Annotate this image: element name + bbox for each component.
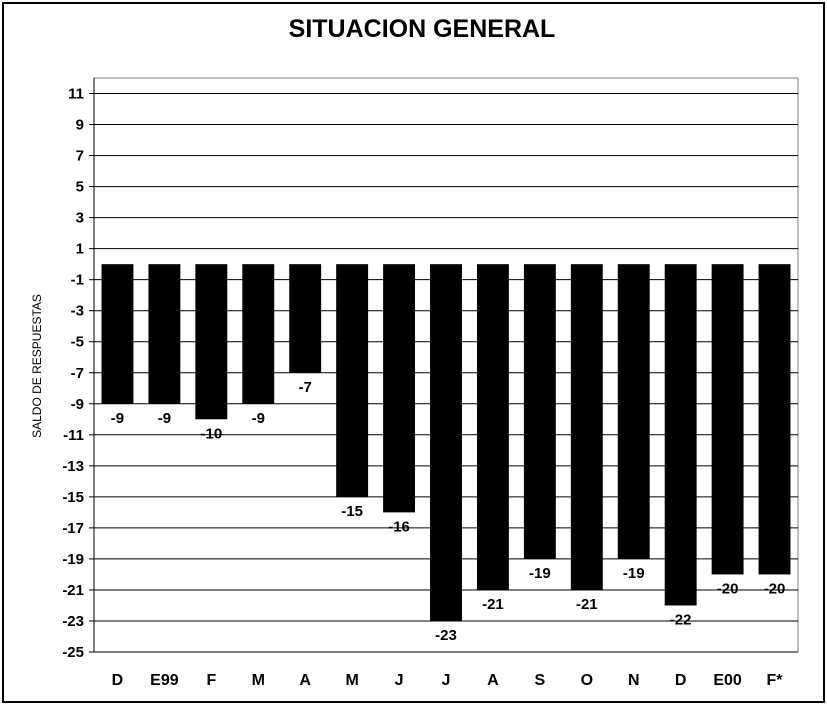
x-tick-label: J <box>395 672 404 689</box>
y-tick-label: -17 <box>62 520 84 537</box>
y-tick-label: -19 <box>62 551 84 568</box>
y-tick-label: -5 <box>71 334 84 351</box>
bar <box>148 264 181 404</box>
y-axis-label: SALDO DE RESPUESTAS <box>30 294 44 438</box>
y-tick-label: 11 <box>68 86 84 103</box>
y-tick-label: -23 <box>62 613 84 630</box>
bar <box>664 264 697 606</box>
y-tick-label: -3 <box>71 303 84 320</box>
y-tick-labels: 11 9 7 5 3 1 -1 -3 -5 -7 -9 -11 -13 -15 -17 -19 -21 -23 -2… <box>62 86 84 661</box>
y-tick-label: -7 <box>71 365 84 382</box>
bar <box>476 264 509 590</box>
y-tick-label: -15 <box>62 489 84 506</box>
data-label: -15 <box>341 503 363 520</box>
data-label: -16 <box>388 518 410 535</box>
data-label: -9 <box>111 410 124 427</box>
data-label: -19 <box>529 565 551 582</box>
chart-title: SITUACION GENERAL <box>289 15 556 43</box>
bar <box>617 264 650 559</box>
y-tick-label: -21 <box>62 582 84 599</box>
y-tick-label: -9 <box>71 396 84 413</box>
bar <box>336 264 369 497</box>
bar <box>570 264 603 590</box>
bar <box>523 264 556 559</box>
data-label: -9 <box>158 410 171 427</box>
data-labels: -9 -9 -10 -9 -7 -15 -16 -23 -21 -19 -21 -19 -22 -20 -2… <box>111 379 786 644</box>
y-tick-label: 3 <box>76 210 84 227</box>
x-tick-labels: D E99 F M A M J J A S O N D E00 F* <box>112 672 784 689</box>
data-label: -23 <box>435 627 457 644</box>
data-label: -21 <box>482 596 504 613</box>
bar <box>711 264 744 575</box>
bar <box>289 264 322 373</box>
bar <box>242 264 275 404</box>
x-tick-label: J <box>442 672 451 689</box>
x-tick-label: M <box>252 672 265 689</box>
x-tick-label: O <box>581 672 593 689</box>
x-tick-label: F* <box>767 672 784 689</box>
bars <box>101 264 791 621</box>
x-tick-label: M <box>345 672 358 689</box>
data-label: -7 <box>299 379 312 396</box>
x-tick-label: D <box>675 672 687 689</box>
data-label: -9 <box>252 410 265 427</box>
x-tick-label: A <box>487 672 499 689</box>
x-tick-label: D <box>112 672 124 689</box>
bar <box>195 264 228 420</box>
x-tick-label: A <box>299 672 311 689</box>
x-tick-label: E99 <box>150 672 179 689</box>
y-tick-label: -11 <box>63 427 84 444</box>
y-tick-label: 9 <box>76 117 84 134</box>
x-tick-label: N <box>628 672 640 689</box>
bar <box>430 264 462 621</box>
y-tick-label: -13 <box>62 458 84 475</box>
y-tick-label: 5 <box>76 179 84 196</box>
y-tick-label: -1 <box>71 272 84 289</box>
y-tick-label: -25 <box>62 644 84 661</box>
x-tick-label: F <box>206 672 216 689</box>
data-label: -19 <box>623 565 645 582</box>
x-tick-label: S <box>535 672 546 689</box>
data-label: -21 <box>576 596 598 613</box>
data-label: -20 <box>717 580 739 597</box>
bar <box>758 264 791 575</box>
bar <box>383 264 416 513</box>
y-tick-label: 1 <box>76 241 84 258</box>
data-label: -22 <box>670 611 692 628</box>
y-tick-label: 7 <box>76 148 84 165</box>
x-tick-label: E00 <box>713 672 742 689</box>
bar <box>101 264 134 404</box>
data-label: -20 <box>764 580 786 597</box>
data-label: -10 <box>200 425 222 442</box>
